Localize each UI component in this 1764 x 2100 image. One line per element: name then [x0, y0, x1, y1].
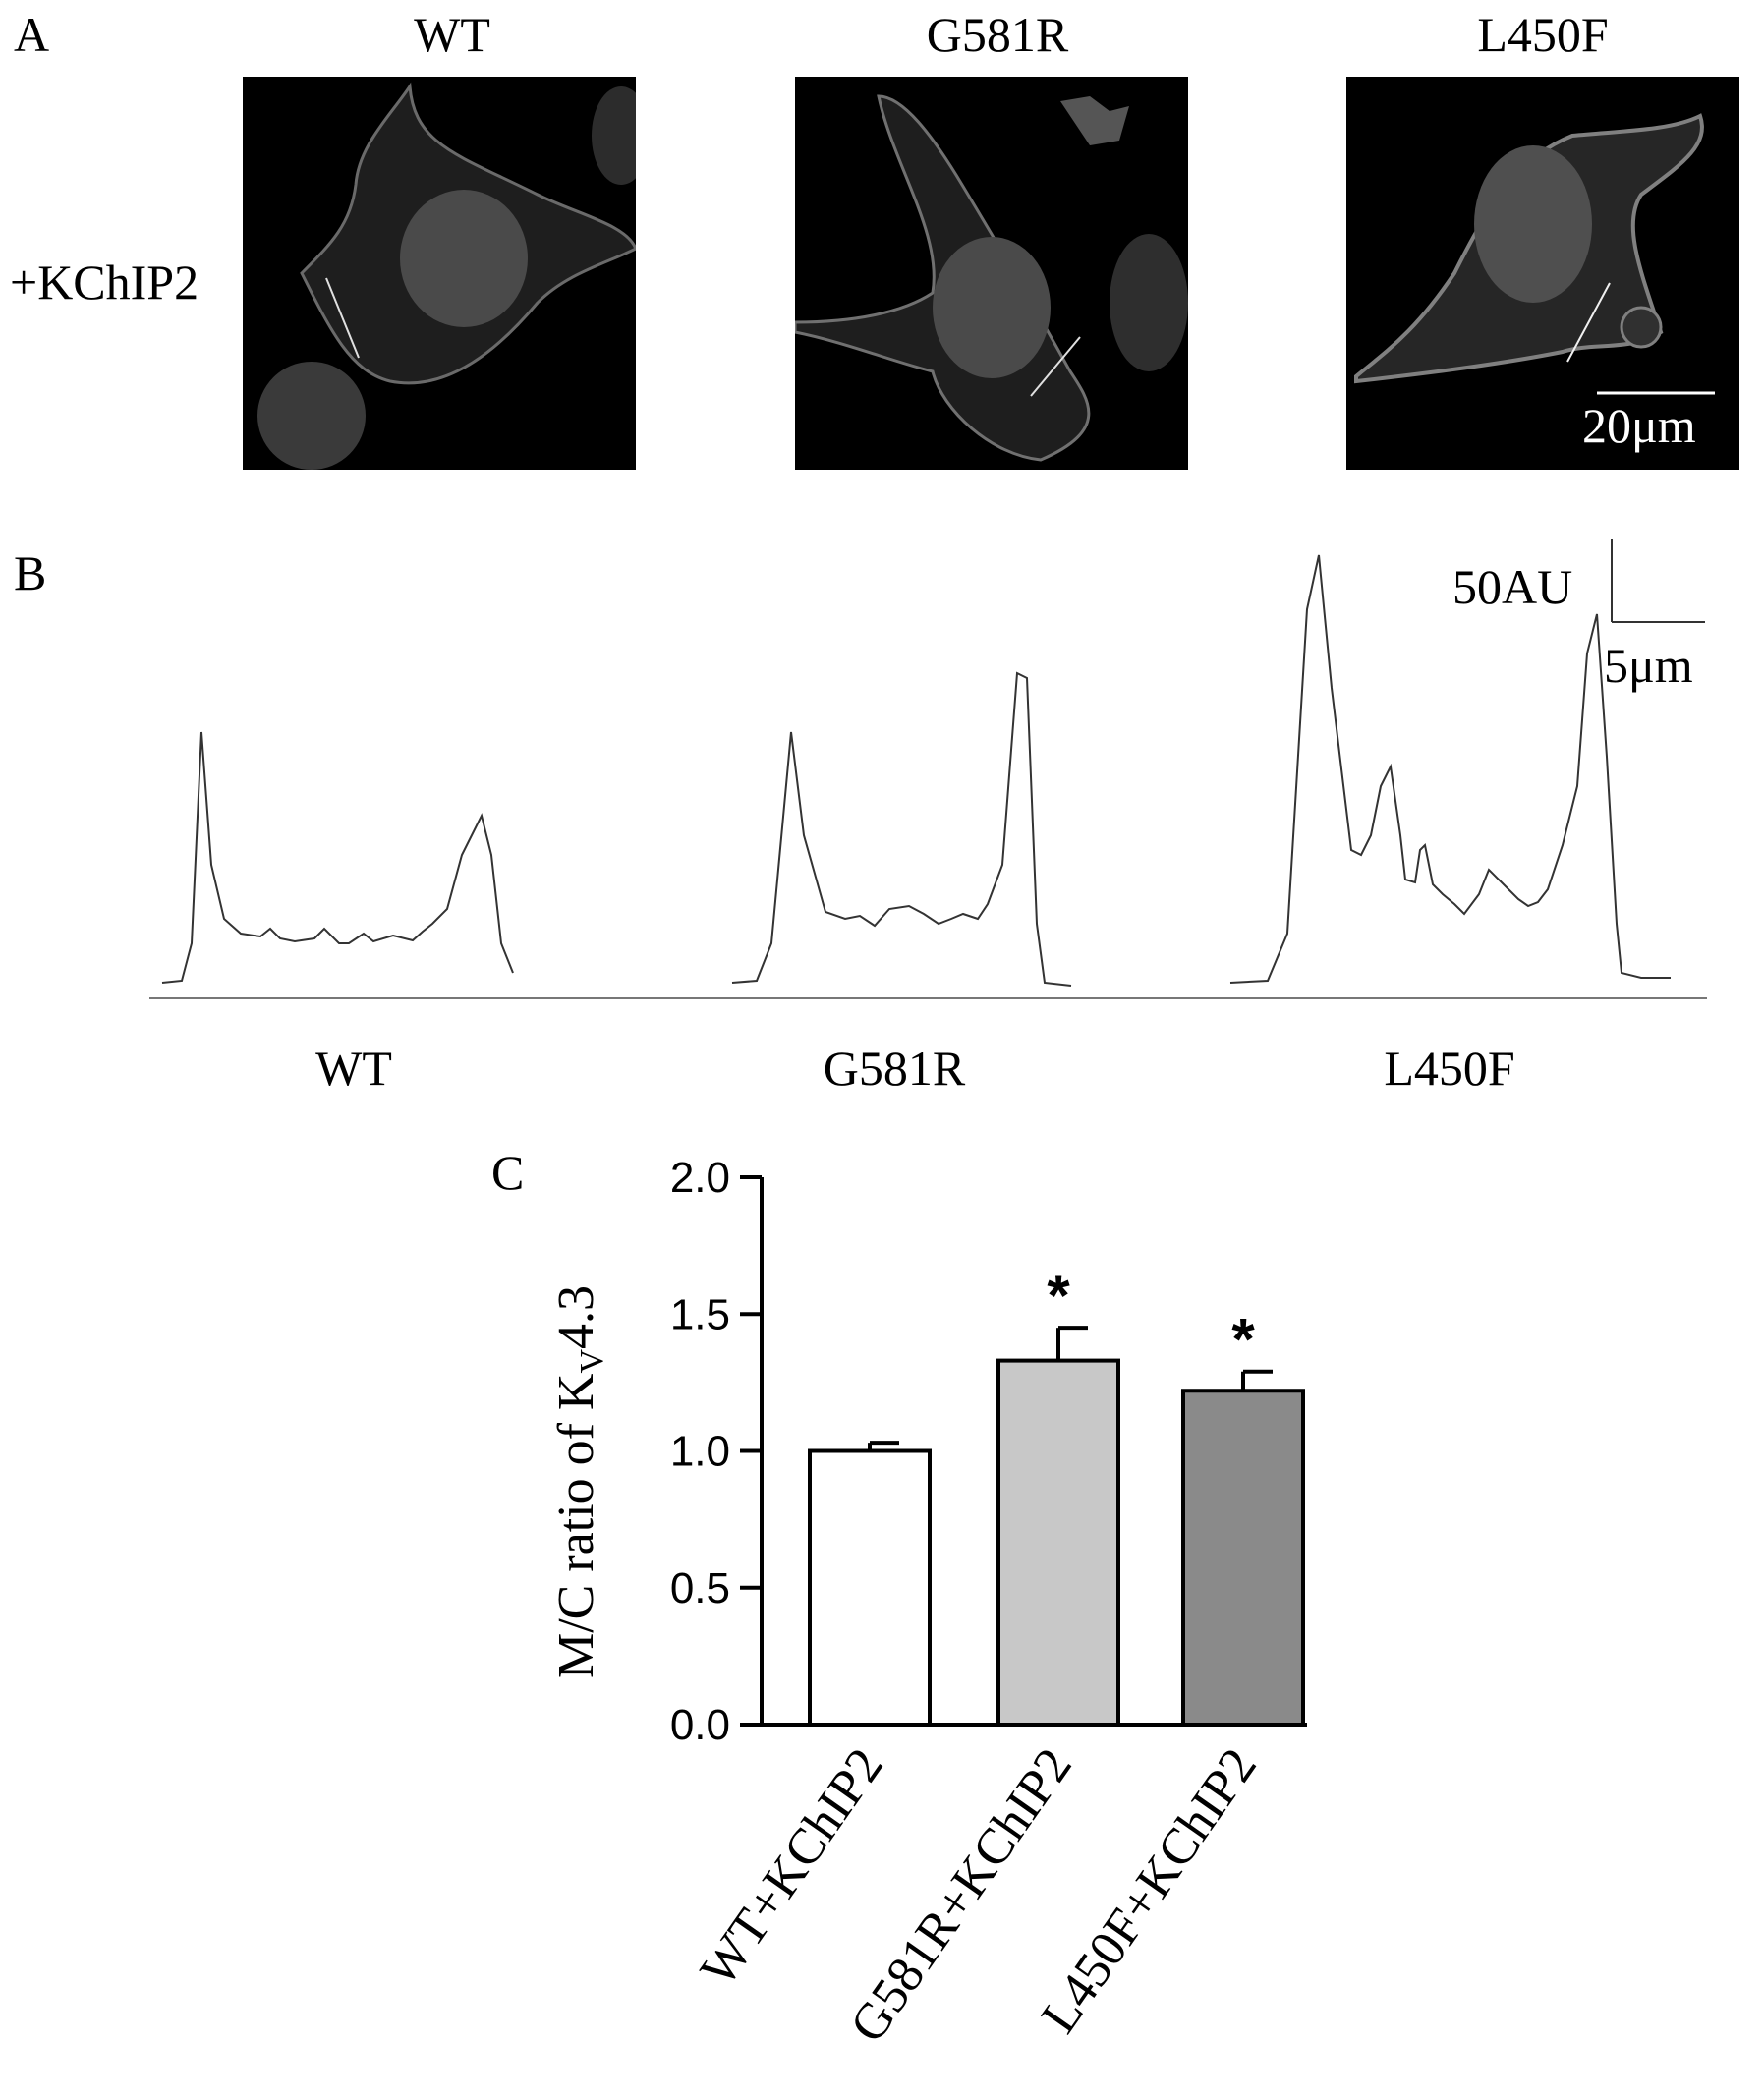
neighbor-cell: [1110, 234, 1188, 371]
profile-trace-l450f: [1229, 554, 1671, 984]
micrograph-l450f: 20μm: [1346, 77, 1739, 470]
bar-chart-mc-ratio: C 0.00.51.01.52.0 WT+KChIP2*G581R+KChIP2…: [491, 1145, 1307, 2053]
trace-label-wt: WT: [315, 1041, 392, 1096]
line-scan-l450f: [1566, 282, 1611, 363]
line-profile-traces: [149, 539, 1707, 999]
profile-trace-g581r: [731, 671, 1072, 987]
line-scan-wt: [325, 277, 360, 359]
column-title-l450f: L450F: [1477, 7, 1609, 62]
cell-nucleus-g581r: [933, 237, 1051, 378]
y-tick-label: 0.5: [670, 1564, 730, 1613]
neighbor-nucleus: [257, 362, 366, 470]
x-category-label: WT+KChIP2: [690, 1738, 894, 1997]
neighbor-cell: [592, 86, 636, 185]
bar-G581R+KChIP2: [996, 1358, 1120, 1727]
bar-L450F+KChIP2: [1181, 1389, 1305, 1727]
y-axis-label-tail: 4.3: [548, 1285, 604, 1349]
scale-y-label: 50AU: [1452, 559, 1573, 614]
scale-bar-label: 20μm: [1582, 398, 1696, 453]
cell-nucleus-l450f: [1474, 145, 1592, 303]
membrane-bleb: [1620, 306, 1663, 349]
y-axis-label-subscript: V: [574, 1349, 610, 1374]
y-tick-label: 1.0: [670, 1428, 730, 1476]
bar-WT+KChIP2: [808, 1448, 932, 1727]
significance-marker: *: [1047, 1263, 1070, 1329]
y-axis-label-main: M/C ratio of K: [548, 1373, 604, 1678]
panel-c-letter: C: [491, 1145, 524, 1200]
panel-a-letter: A: [14, 7, 50, 62]
profile-trace-wt: [161, 731, 514, 984]
line-scan-g581r: [1030, 336, 1081, 397]
micrograph-wt: [243, 77, 636, 470]
column-title-g581r: G581R: [926, 7, 1069, 62]
panel-b-letter: B: [14, 545, 47, 600]
y-tick-label: 0.0: [670, 1701, 730, 1749]
scale-x-label: 5μm: [1604, 638, 1693, 693]
column-title-wt: WT: [414, 7, 490, 62]
significance-marker: *: [1231, 1307, 1255, 1373]
row-label-kchip2: +KChIP2: [10, 255, 199, 310]
y-tick-label: 1.5: [670, 1290, 730, 1338]
trace-label-l450f: L450F: [1384, 1041, 1515, 1096]
micrograph-g581r: [795, 77, 1188, 470]
stain-blob: [1060, 96, 1129, 145]
y-tick-label: 2.0: [670, 1154, 730, 1202]
trace-label-g581r: G581R: [823, 1041, 966, 1096]
y-axis-label: M/C ratio of KV4.3: [548, 1285, 610, 1678]
cell-nucleus-wt: [400, 190, 528, 327]
